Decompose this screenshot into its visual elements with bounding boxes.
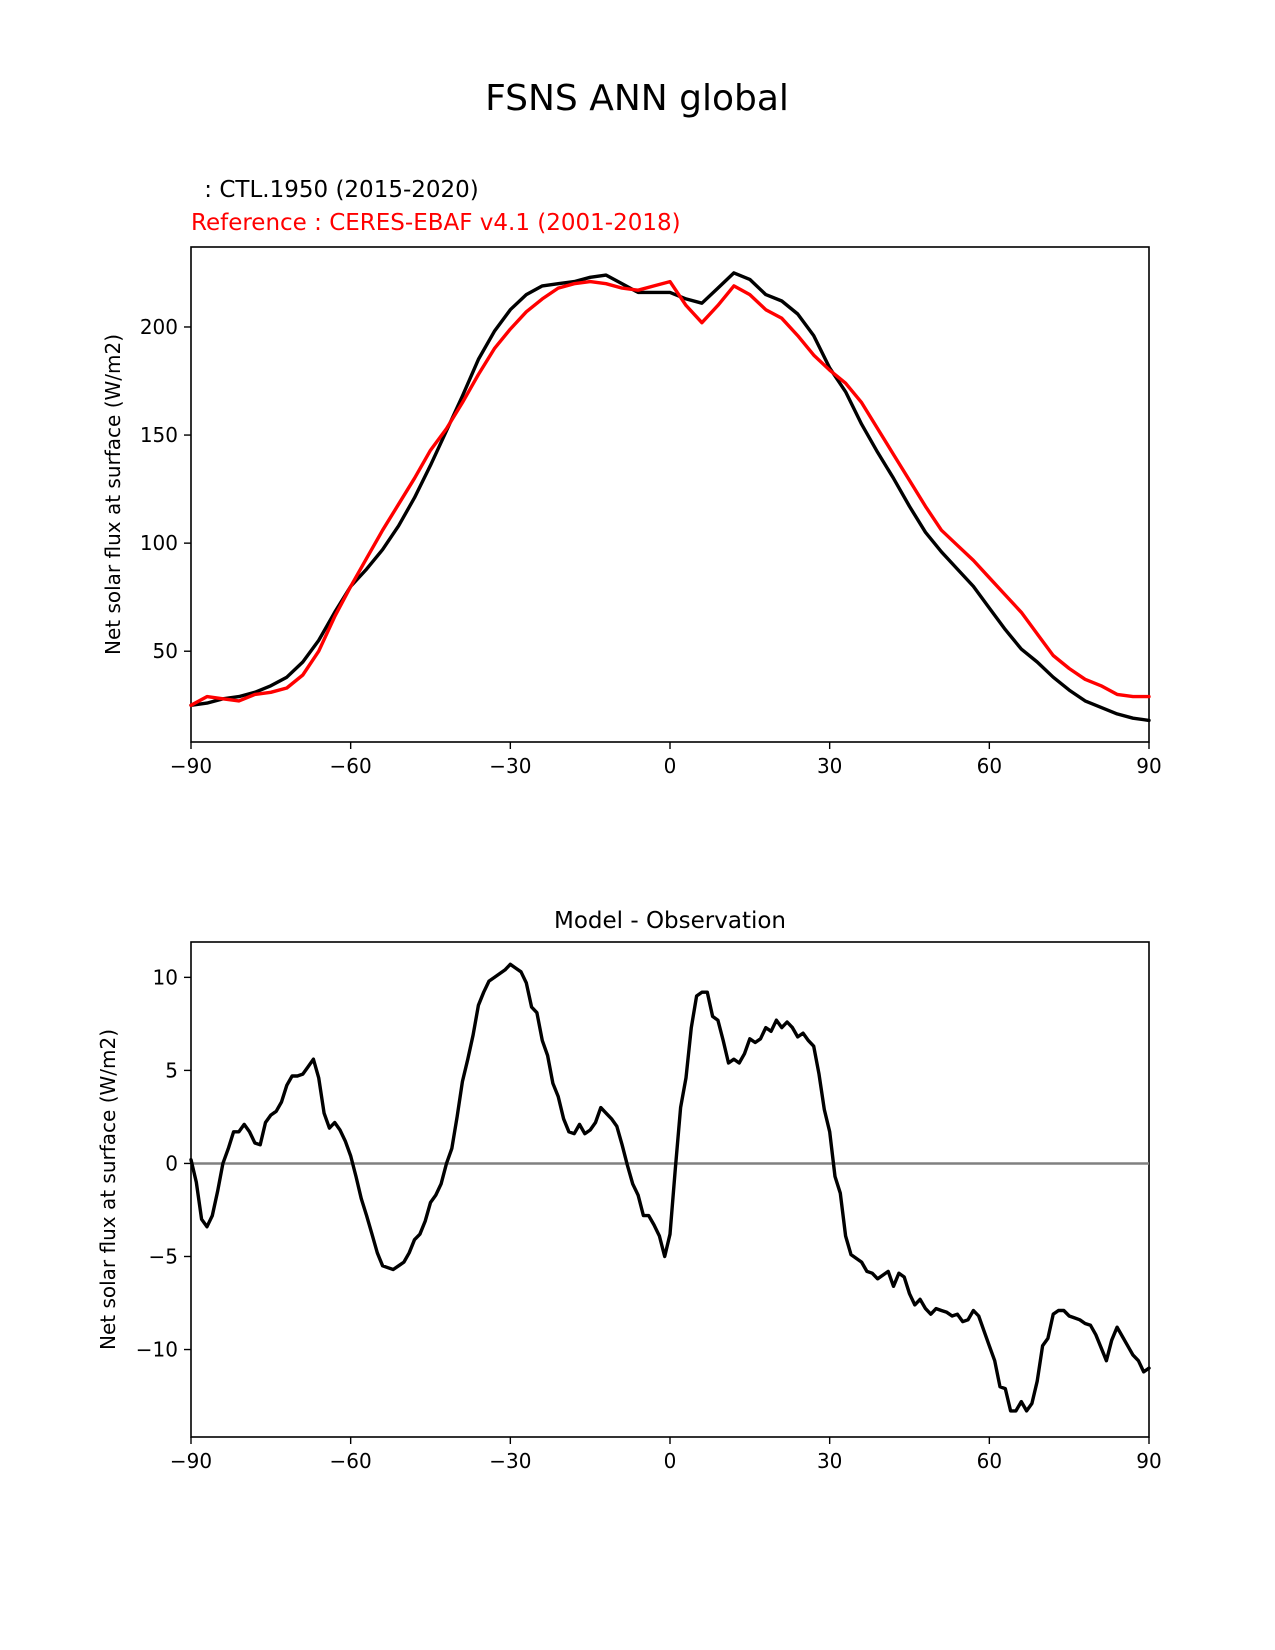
y-tick-label: 150 [140, 423, 178, 447]
x-tick-label: 90 [1136, 1449, 1161, 1473]
y-axis-label: Net solar flux at surface (W/m2) [101, 334, 125, 655]
y-tick-label: 200 [140, 315, 178, 339]
y-tick-label: −5 [149, 1244, 178, 1268]
y-tick-label: −10 [136, 1338, 178, 1362]
bottom-panel: −90 −60 −30 0 30 60 90 −10 −5 0 5 10 Net solar flux … [96, 941, 1162, 1473]
x-tick-label: −60 [330, 1449, 372, 1473]
series-line-model [189, 271, 1151, 723]
x-tick-label: 60 [977, 754, 1002, 778]
y-axis-label: Net solar flux at surface (W/m2) [96, 1029, 120, 1350]
top-panel: −90 −60 −30 0 30 60 90 50 100 150 200 Net solar flu… [101, 246, 1162, 778]
x-tick-label: −60 [330, 754, 372, 778]
test-case-label: : CTL.1950 (2015-2020) [197, 177, 479, 203]
bottom-panel-title: Model - Observation [554, 908, 786, 934]
figure-title: FSNS ANN global [485, 78, 789, 119]
x-tick-label: 0 [664, 754, 677, 778]
y-tick-label: 50 [153, 639, 178, 663]
x-tick-label: 0 [664, 1449, 677, 1473]
y-tick-label: 0 [165, 1151, 178, 1175]
y-tick-label: 100 [140, 531, 178, 555]
x-tick-label: 30 [817, 1449, 842, 1473]
reference-label: Reference : CERES-EBAF v4.1 (2001-2018) [191, 210, 681, 236]
plot-frame [190, 941, 1150, 1438]
y-tick-label: 10 [153, 965, 178, 989]
x-tick-label: 90 [1136, 754, 1161, 778]
y-tick-label: 5 [165, 1058, 178, 1082]
x-tick-label: 30 [817, 754, 842, 778]
x-tick-label: −90 [170, 754, 212, 778]
x-tick-label: −90 [170, 1449, 212, 1473]
x-tick-label: 60 [977, 1449, 1002, 1473]
series-line-reference [189, 279, 1151, 707]
series-line-model [189, 962, 1151, 1413]
x-tick-label: −30 [489, 1449, 531, 1473]
x-tick-label: −30 [489, 754, 531, 778]
plot-frame [190, 246, 1150, 743]
